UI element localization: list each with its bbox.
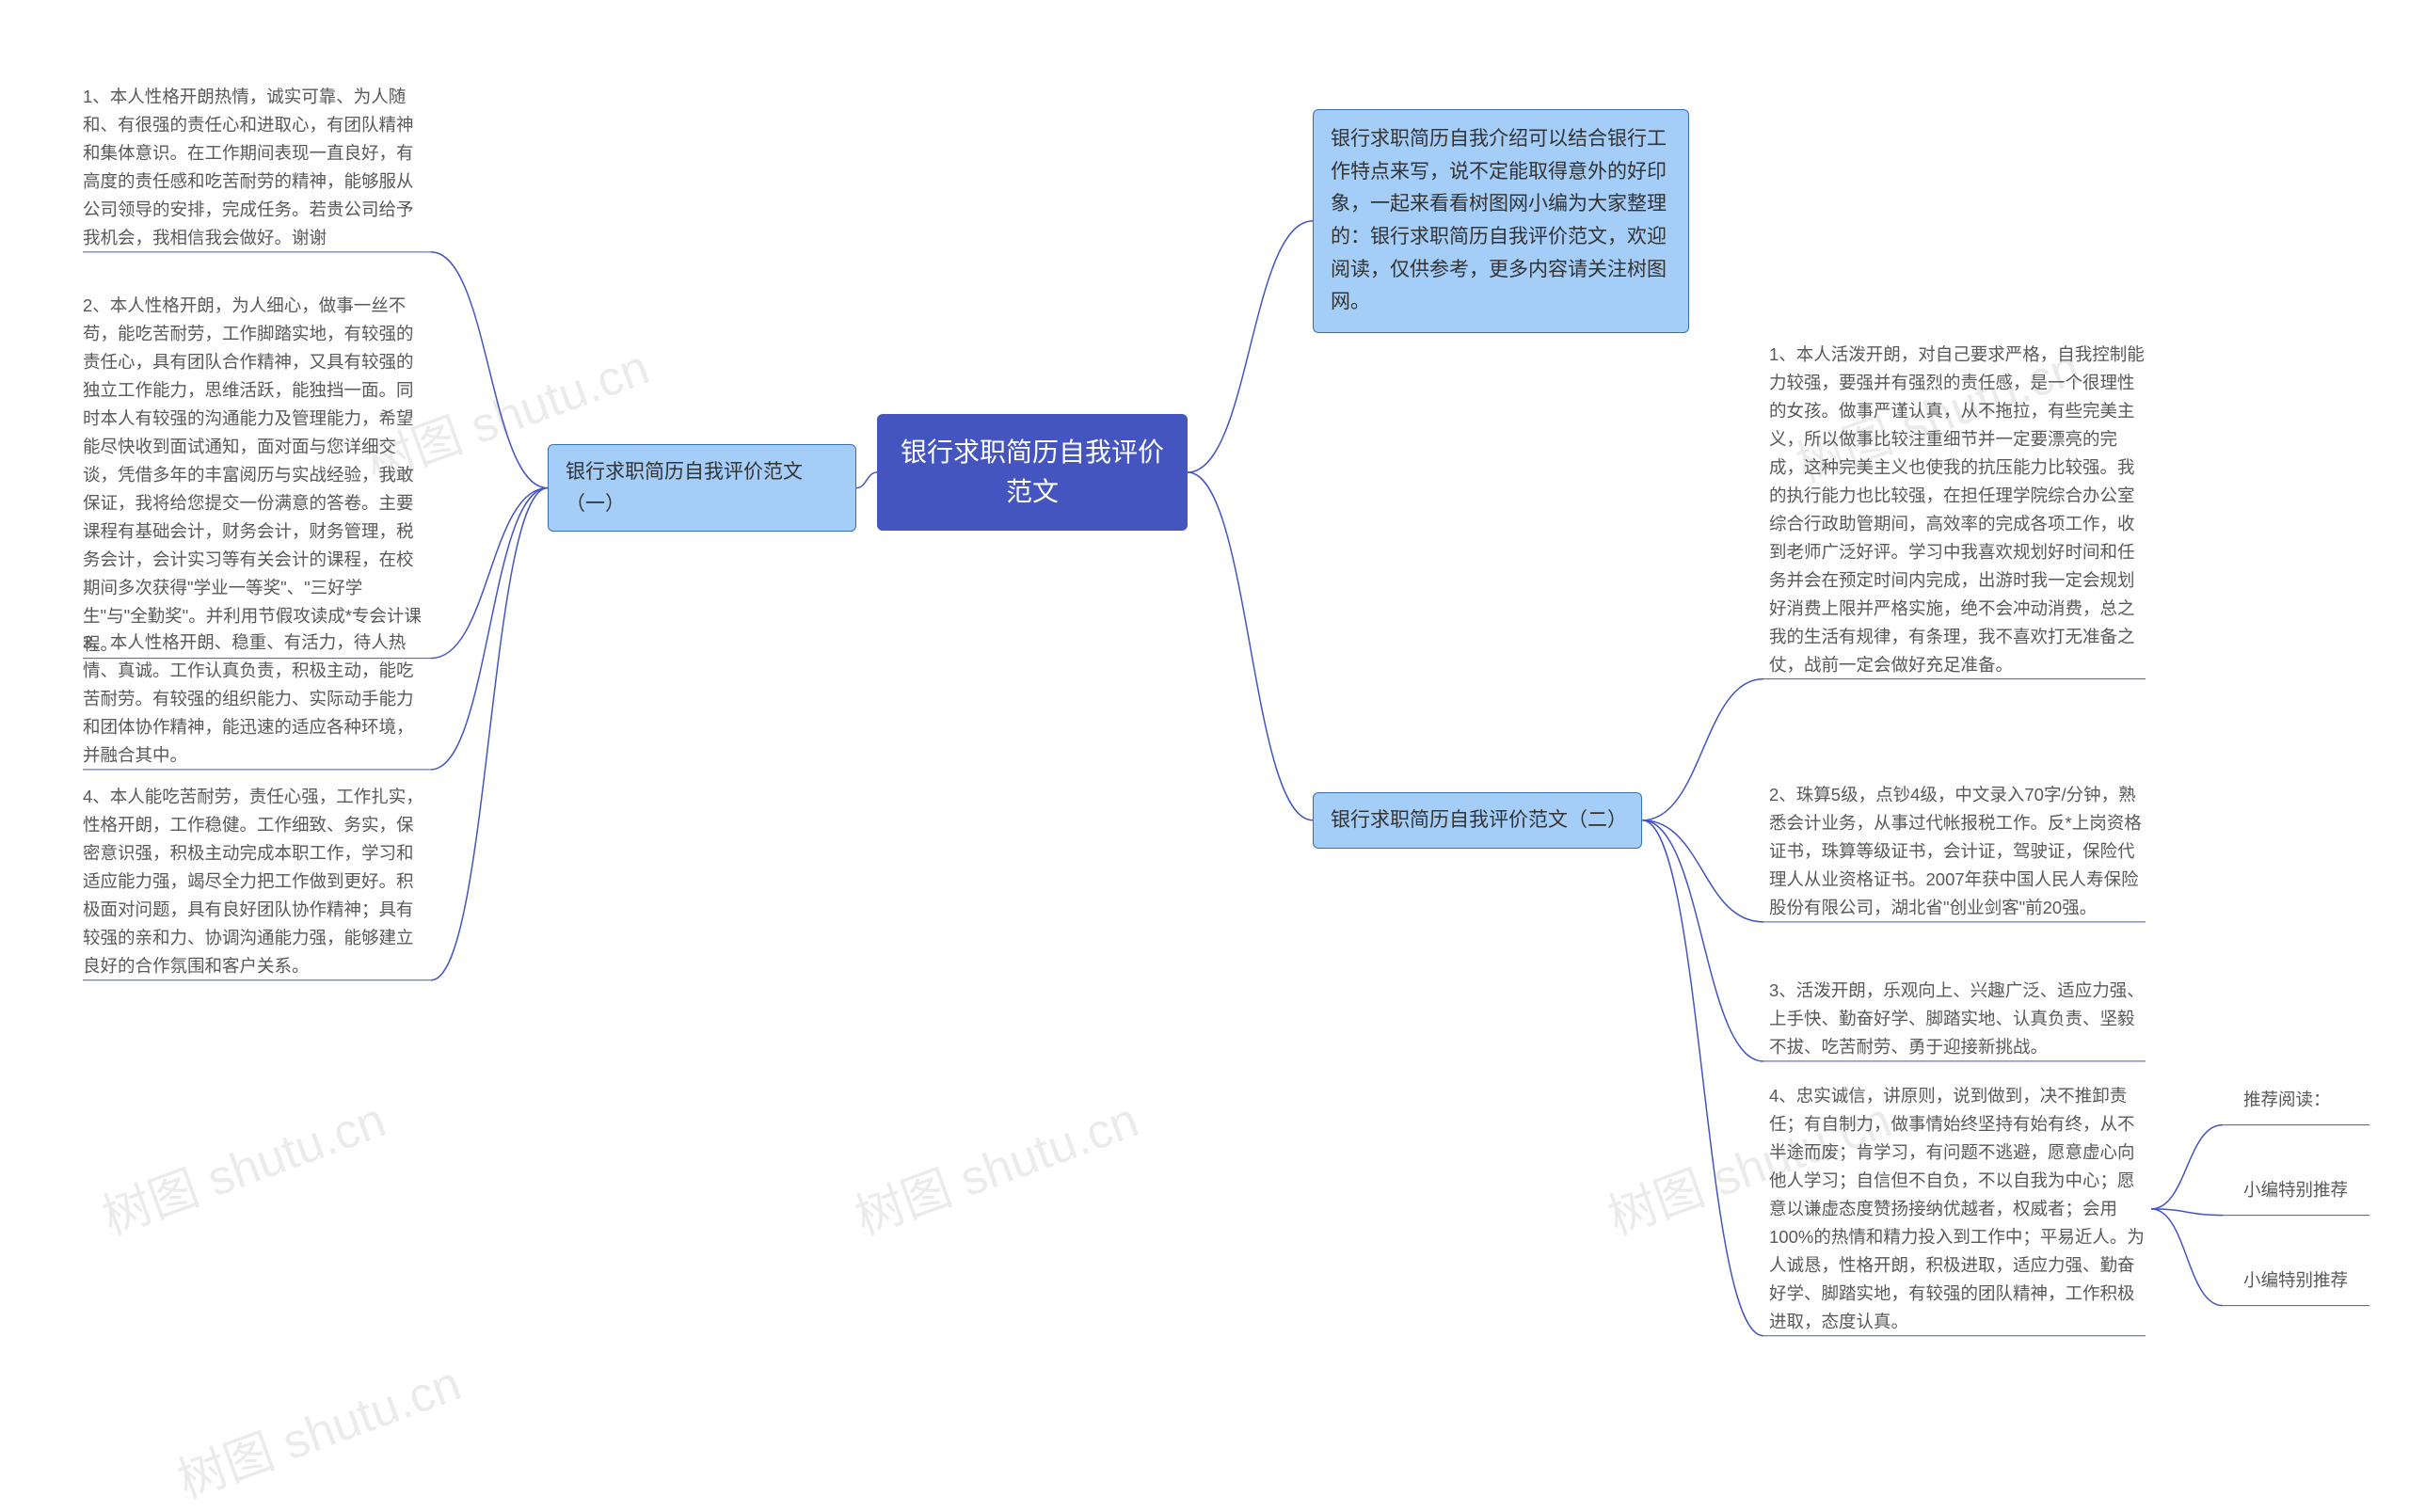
mindmap-canvas: 树图 shutu.cn 树图 shutu.cn 树图 shutu.cn 树图 s… — [0, 0, 2409, 1410]
left-branch-title[interactable]: 银行求职简历自我评价范文（一） — [548, 444, 856, 532]
extra-link-2[interactable]: 小编特别推荐 — [2228, 1165, 2369, 1216]
left-item-3: 3、本人性格开朗、稳重、有活力，待人热情、真诚。工作认真负责，积极主动，能吃苦耐… — [83, 629, 425, 770]
left-item-4: 4、本人能吃苦耐劳，责任心强，工作扎实，性格开朗，工作稳健。工作细致、务实，保密… — [83, 783, 425, 980]
extra-link-3[interactable]: 小编特别推荐 — [2228, 1255, 2369, 1306]
intro-node[interactable]: 银行求职简历自我介绍可以结合银行工作特点来写，说不定能取得意外的好印象，一起来看… — [1313, 109, 1689, 333]
right-item-1: 1、本人活泼开朗，对自己要求严格，自我控制能力较强，要强并有强烈的责任感，是一个… — [1769, 341, 2146, 679]
right-item-2: 2、珠算5级，点钞4级，中文录入70字/分钟，熟悉会计业务，从事过代帐报税工作。… — [1769, 781, 2146, 922]
watermark: 树图 shutu.cn — [167, 1344, 470, 1511]
watermark: 树图 shutu.cn — [91, 1080, 394, 1248]
watermark: 树图 shutu.cn — [844, 1080, 1147, 1248]
root-node[interactable]: 银行求职简历自我评价范文 — [877, 414, 1188, 531]
left-item-1: 1、本人性格开朗热情，诚实可靠、为人随和、有很强的责任心和进取心，有团队精神和集… — [83, 83, 425, 252]
right-branch-title[interactable]: 银行求职简历自我评价范文（二） — [1313, 792, 1642, 849]
extra-link-1[interactable]: 推荐阅读： — [2228, 1074, 2369, 1125]
left-item-2: 2、本人性格开朗，为人细心，做事一丝不苟，能吃苦耐劳，工作脚踏实地，有较强的责任… — [83, 292, 425, 659]
right-item-4: 4、忠实诚信，讲原则，说到做到，决不推卸责任；有自制力，做事情始终坚持有始有终，… — [1769, 1082, 2146, 1336]
right-item-3: 3、活泼开朗，乐观向上、兴趣广泛、适应力强、上手快、勤奋好学、脚踏实地、认真负责… — [1769, 977, 2146, 1061]
